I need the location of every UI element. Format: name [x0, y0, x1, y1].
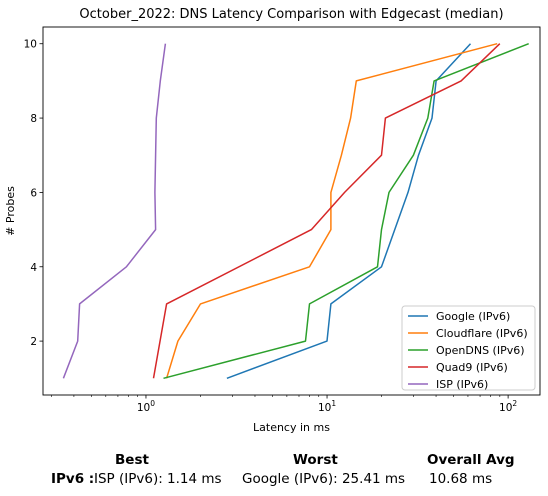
- y-tick-label: 4: [30, 262, 37, 274]
- legend-box: [401, 305, 536, 391]
- series-line-3: [152, 43, 501, 379]
- legend-label: OpenDNS (IPv6): [436, 344, 525, 357]
- y-axis-label: # Probes: [4, 186, 17, 236]
- latency-chart: October_2022: DNS Latency Comparison wit…: [4, 7, 541, 434]
- summary-avg-header: Overall Avg: [427, 452, 515, 468]
- x-tick-label: 102: [499, 399, 517, 414]
- y-tick-label: 8: [30, 113, 37, 125]
- x-tick-label: 100: [137, 399, 155, 414]
- legend-label: Google (IPv6): [436, 310, 510, 323]
- x-tick-label: 101: [318, 399, 336, 414]
- y-tick-label: 2: [30, 336, 37, 348]
- summary-best-value: ISP (IPv6): 1.14 ms: [94, 471, 222, 487]
- series-line-4: [62, 43, 167, 379]
- chart-title: October_2022: DNS Latency Comparison wit…: [79, 7, 503, 22]
- summary-best-header: Best: [115, 452, 149, 468]
- y-axis-ticks: 2 4 6 8 10: [24, 39, 43, 348]
- summary-worst-header: Worst: [293, 452, 338, 468]
- series-layer: [62, 42, 529, 380]
- legend: Google (IPv6) Cloudflare (IPv6) OpenDNS (I…: [401, 305, 536, 391]
- series-line-2: [163, 43, 529, 380]
- y-tick-label: 6: [30, 187, 37, 199]
- x-axis-ticks: 100 101 102: [50, 395, 517, 414]
- y-tick-label: 10: [24, 39, 37, 51]
- legend-label: Quad9 (IPv6): [436, 361, 508, 374]
- summary-worst-value: Google (IPv6): 25.41 ms: [242, 471, 406, 487]
- legend-label: ISP (IPv6): [436, 378, 488, 391]
- summary-avg-value: 10.68 ms: [429, 471, 493, 487]
- summary-row-label: IPv6 :: [51, 471, 95, 487]
- plot-area: [42, 26, 541, 396]
- legend-label: Cloudflare (IPv6): [436, 327, 528, 340]
- series-line-1: [165, 42, 498, 379]
- x-axis-label: Latency in ms: [253, 421, 330, 434]
